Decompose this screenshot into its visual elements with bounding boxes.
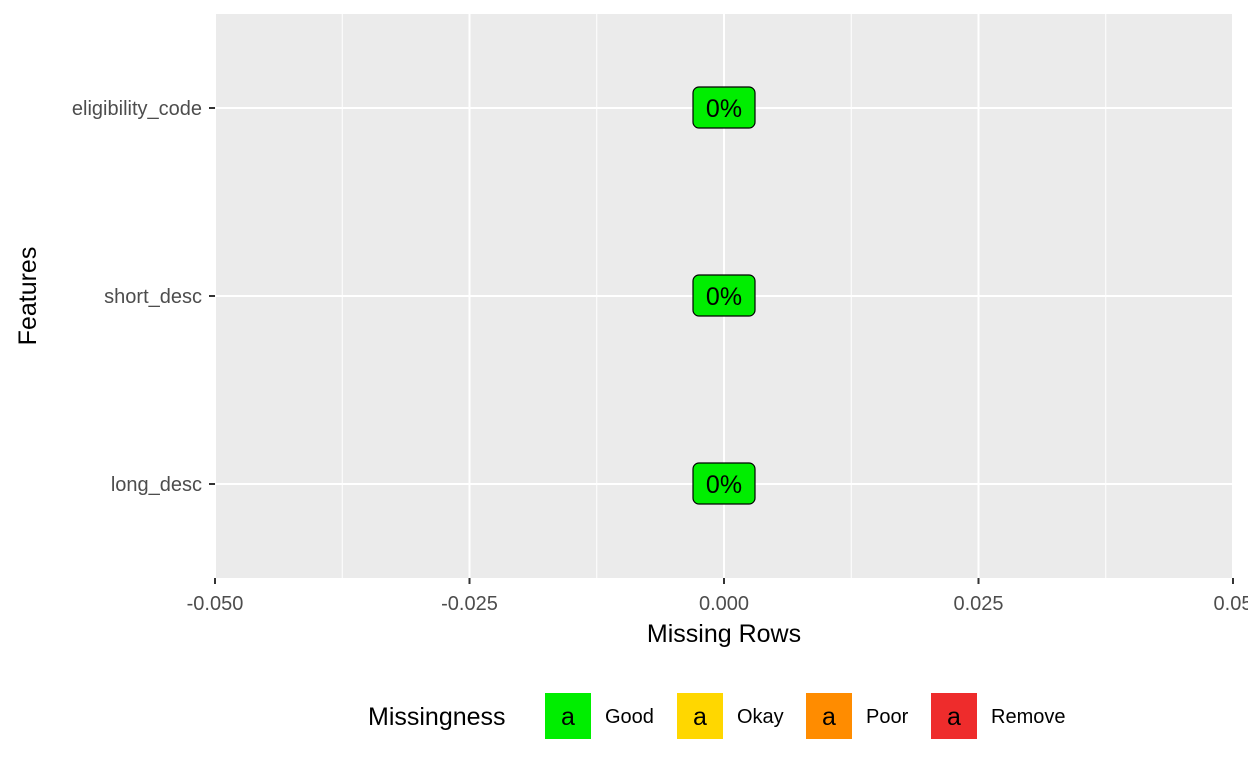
x-tick-label: 0.000 (699, 593, 749, 615)
legend-label: Poor (866, 706, 909, 728)
legend-key (677, 693, 723, 739)
x-axis-title: Missing Rows (647, 620, 801, 648)
legend-key-glyph: a (947, 703, 961, 731)
x-tick-label: 0.025 (953, 593, 1003, 615)
legend-key-glyph: a (822, 703, 836, 731)
x-tick-label: -0.050 (187, 593, 244, 615)
data-label-box (692, 274, 756, 317)
legend-key-glyph: a (693, 703, 707, 731)
y-tick-label: short_desc (104, 286, 202, 308)
data-labels: 0% 0% 0% (692, 86, 756, 505)
y-axis: long_desc short_desc eligibility_code (72, 98, 215, 496)
legend: Missingness a Good a Okay a Poor a Remove (368, 693, 1065, 739)
data-label-box (692, 462, 756, 505)
legend-label: Good (605, 706, 654, 728)
y-axis-title: Features (14, 247, 42, 346)
legend-key (545, 693, 591, 739)
y-tick-label: eligibility_code (72, 98, 202, 120)
x-tick-label: 0.05 (1214, 593, 1248, 615)
data-label: 0% (706, 283, 742, 311)
legend-title: Missingness (368, 703, 506, 731)
y-tick-label: long_desc (111, 474, 202, 496)
data-label-box (692, 86, 756, 129)
legend-key-glyph: a (561, 703, 575, 731)
data-label: 0% (706, 471, 742, 499)
legend-key (806, 693, 852, 739)
x-tick-label: -0.025 (441, 593, 498, 615)
x-axis: -0.050 -0.025 0.000 0.025 0.05 (187, 578, 1248, 615)
legend-key (931, 693, 977, 739)
legend-label: Remove (991, 706, 1065, 728)
legend-label: Okay (737, 706, 784, 728)
data-label: 0% (706, 95, 742, 123)
